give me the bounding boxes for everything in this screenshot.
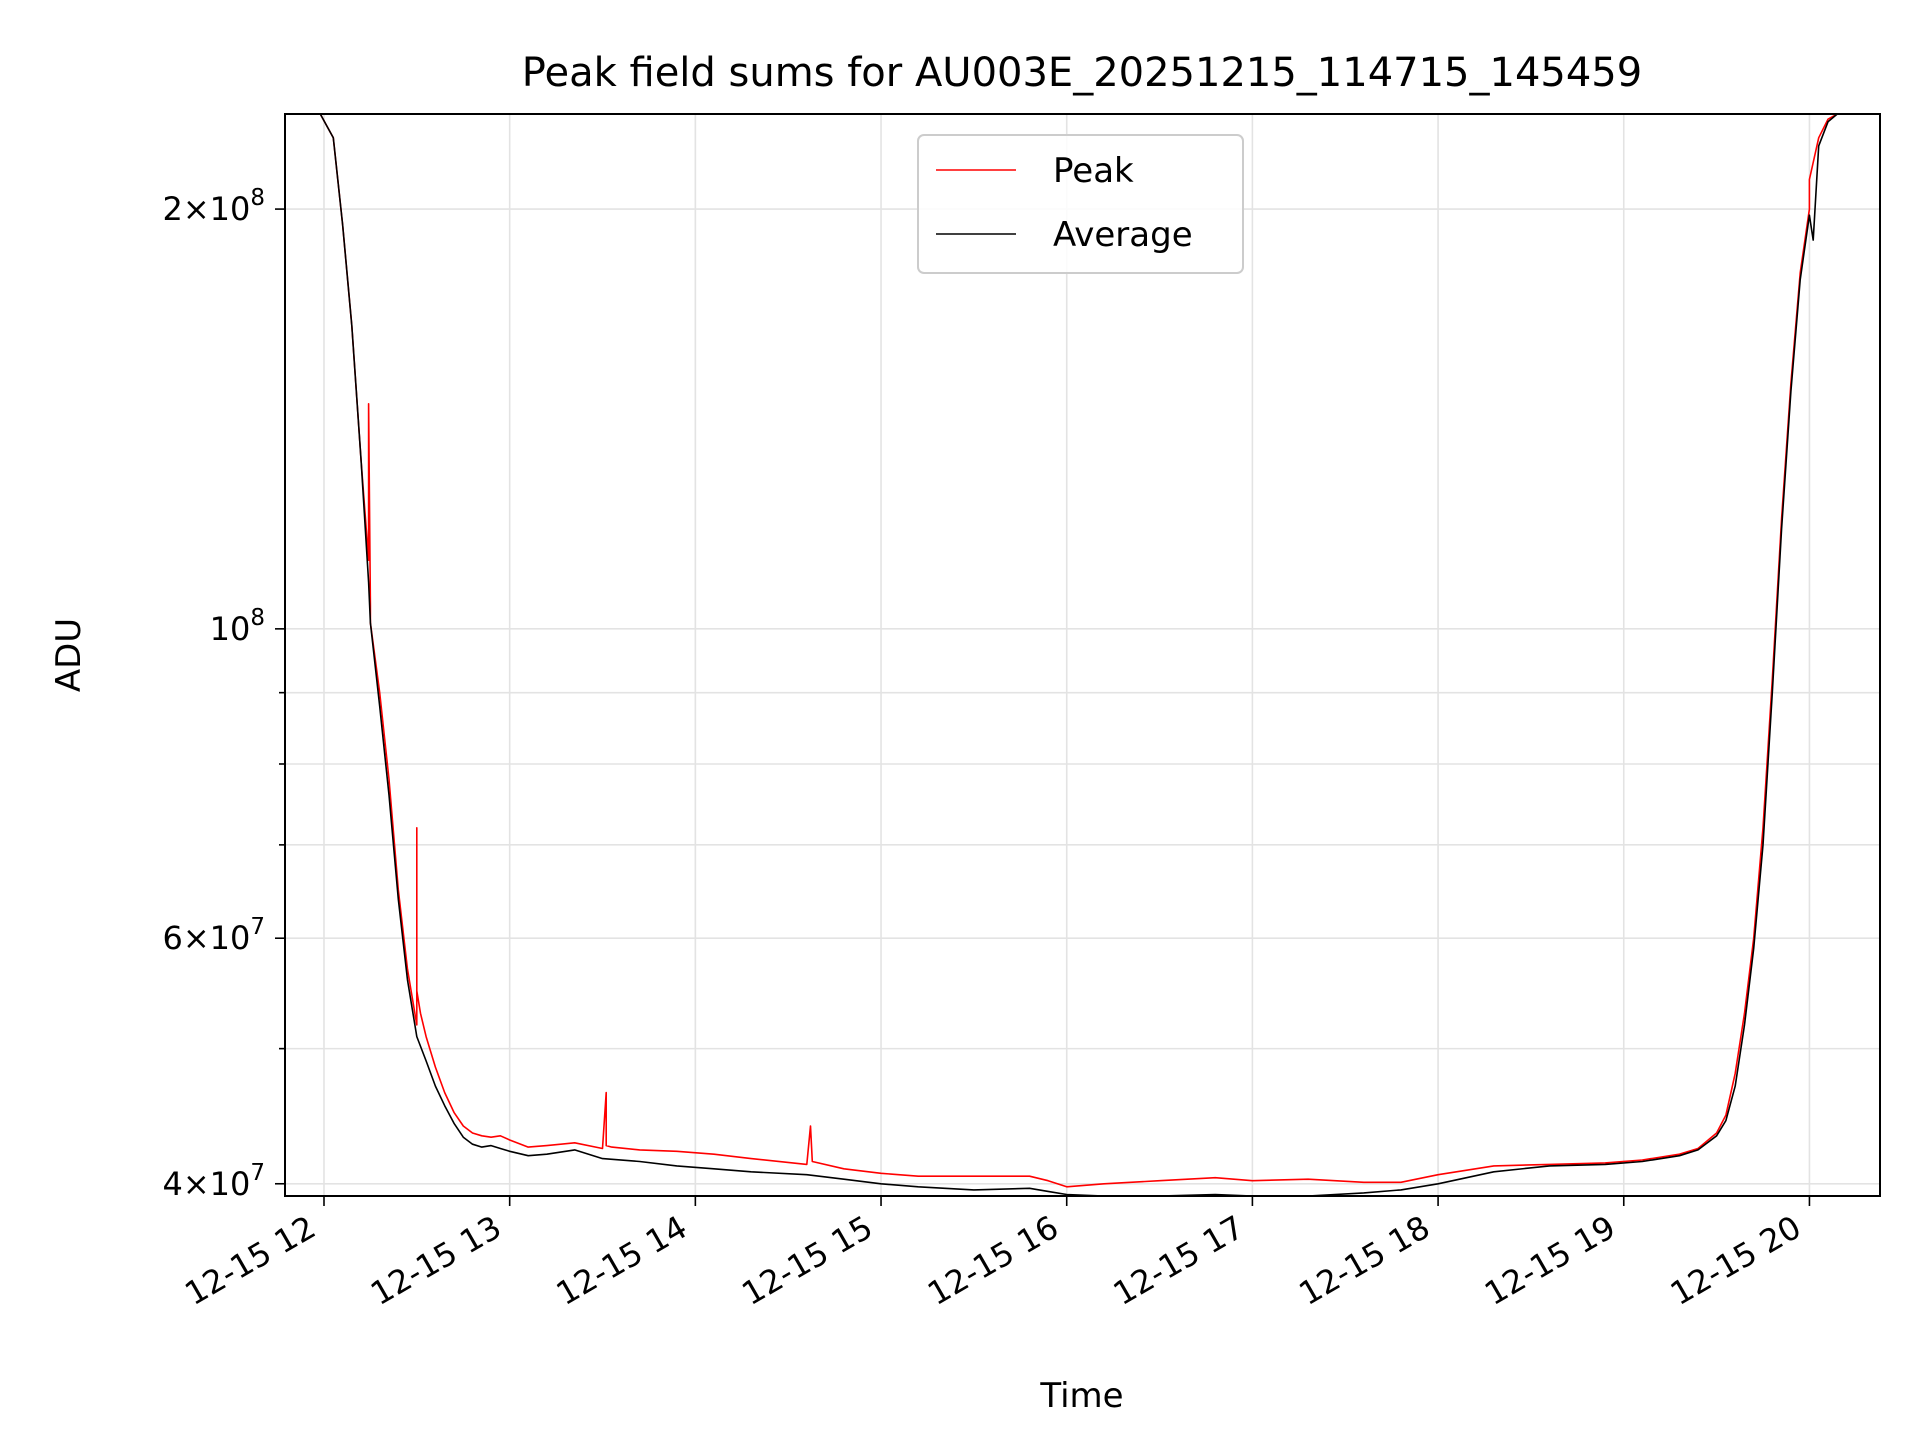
chart-title: Peak field sums for AU003E_20251215_1147… (522, 50, 1642, 96)
y-tick-base: 10 (210, 190, 251, 228)
y-tick-base: 10 (210, 919, 251, 957)
series-line-average (285, 113, 1880, 1197)
plot-area (285, 114, 1880, 1196)
y-tick-mantissa: 6 (162, 919, 182, 957)
grid-lines (285, 114, 1880, 1196)
y-tick-exponent: 7 (250, 914, 265, 940)
y-tick-base: 10 (210, 610, 251, 648)
y-tick-mantissa: 4 (162, 1165, 182, 1203)
y-tick-label: 2×108 (162, 185, 265, 228)
y-tick-label: 108 (210, 605, 265, 648)
y-tick-mantissa: 2 (162, 190, 182, 228)
y-tick-exponent: 8 (250, 185, 265, 211)
x-axis-label: Time (1039, 1376, 1123, 1416)
y-axis-label: ADU (49, 618, 89, 692)
y-tick-times: × (183, 1165, 210, 1203)
plot-frame (284, 113, 1881, 1197)
y-tick-base: 10 (210, 1165, 251, 1203)
legend-peak-label: Peak (1053, 151, 1134, 191)
y-tick-label: 6×107 (162, 914, 265, 957)
legend: Peak Average (917, 134, 1244, 274)
y-tick-exponent: 7 (250, 1160, 265, 1186)
y-tick-exponent: 8 (250, 605, 265, 631)
series-line-peak (285, 113, 1880, 1188)
legend-average-label: Average (1053, 215, 1193, 255)
y-tick-times: × (183, 919, 210, 957)
series-lines (285, 113, 1880, 1197)
y-tick-label: 4×107 (162, 1160, 265, 1203)
y-tick-times: × (183, 190, 210, 228)
